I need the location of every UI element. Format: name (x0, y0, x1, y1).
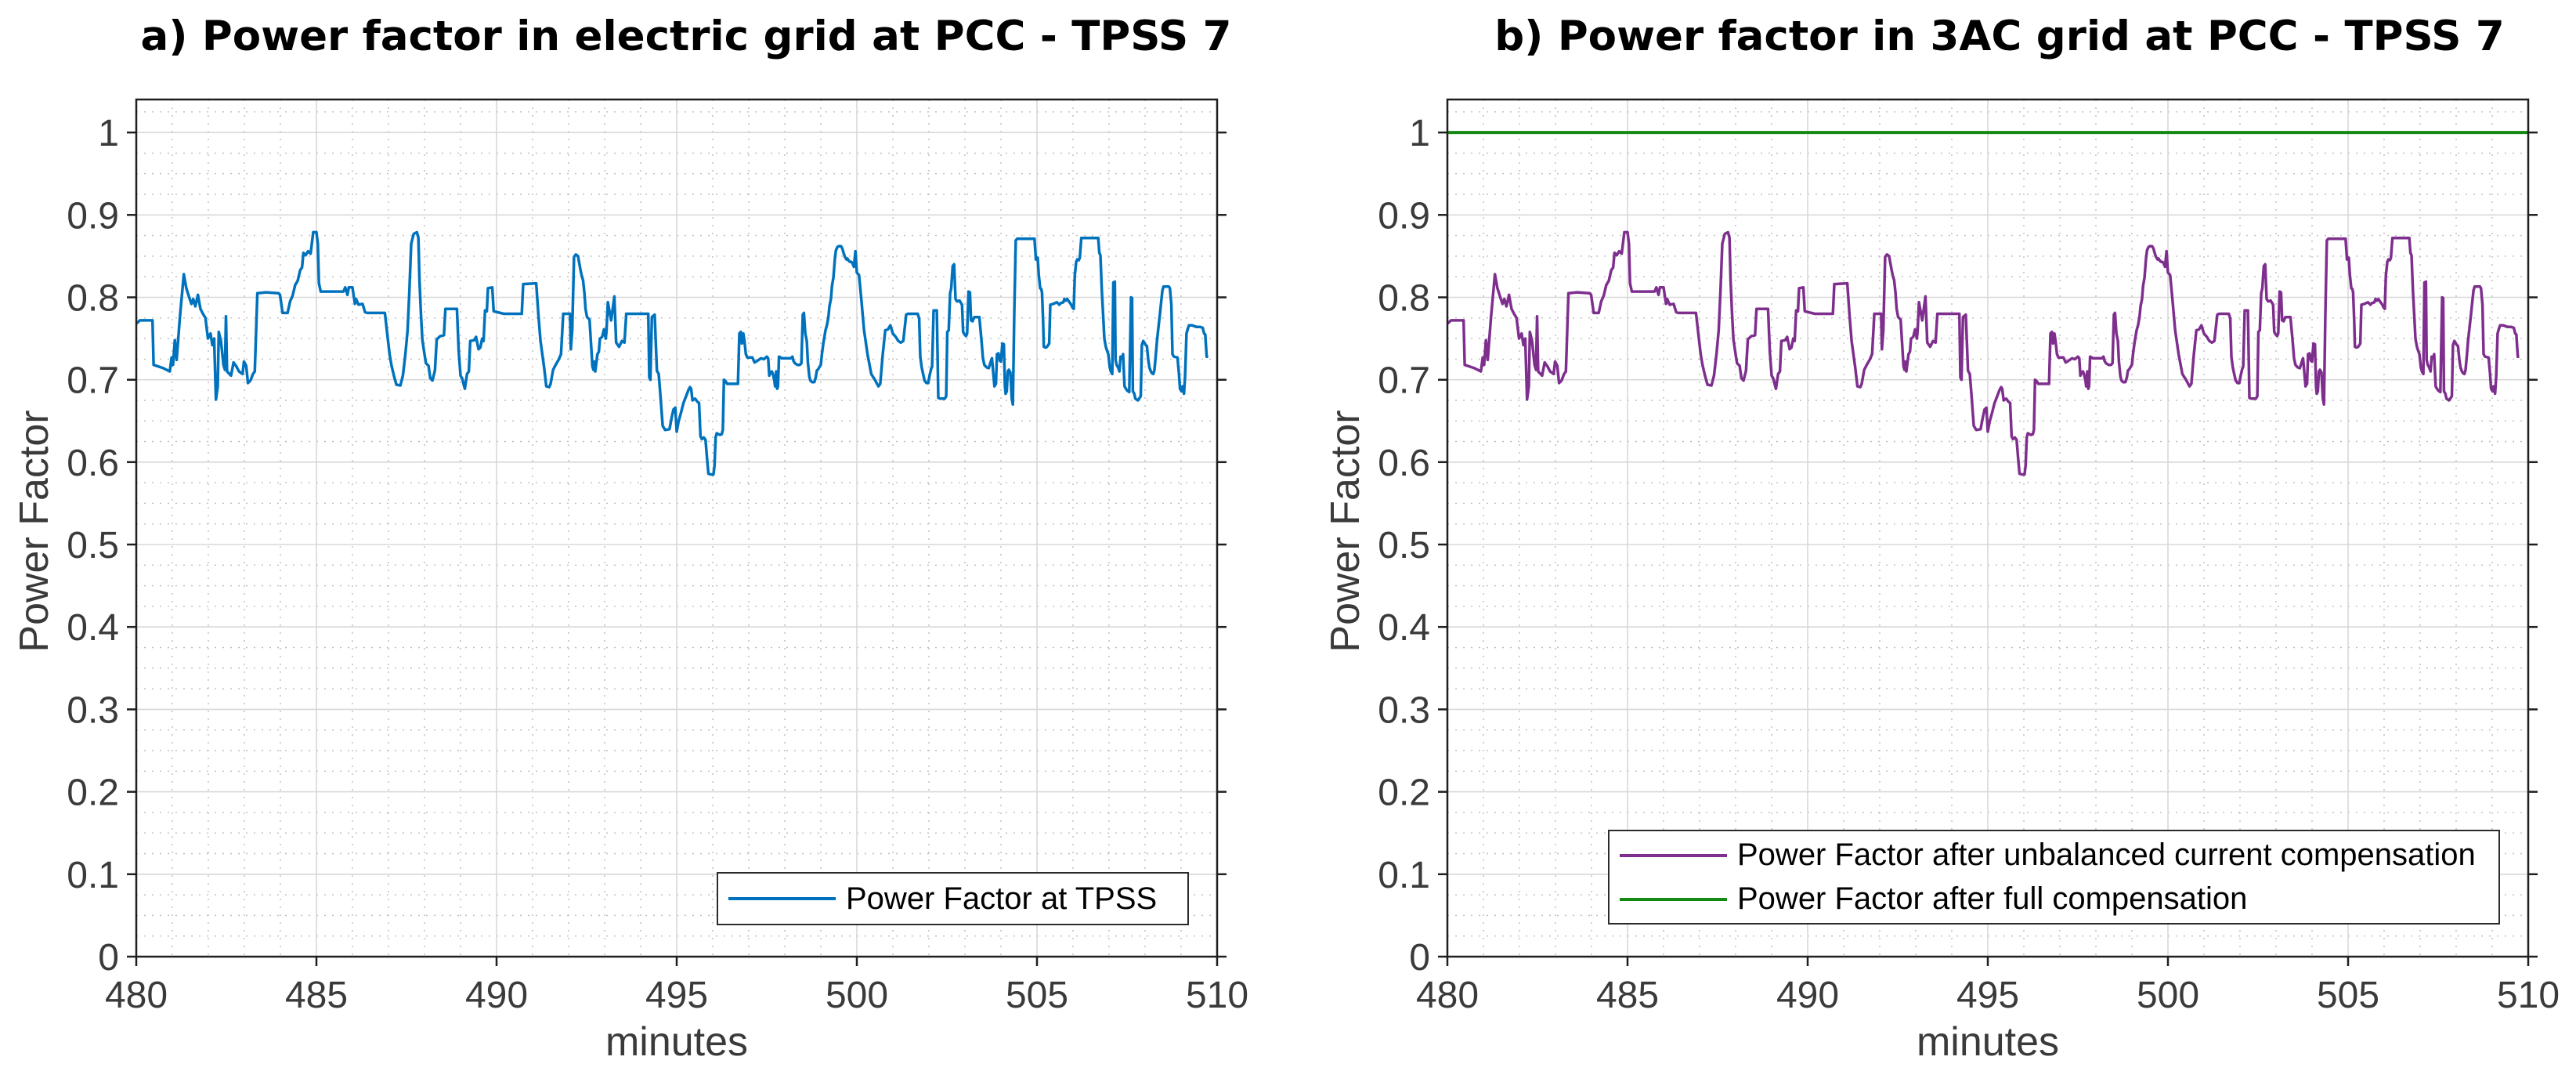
y-tick-label: 0.4 (1378, 607, 1430, 649)
y-tick-label: 0.9 (1378, 195, 1430, 237)
x-tick-label: 480 (105, 975, 168, 1016)
panel-a-yaxis-label: Power Factor (12, 410, 57, 653)
x-tick-label: 500 (2137, 975, 2199, 1016)
major-grid (1447, 100, 2529, 957)
legend-label: Power Factor after full compensation (1737, 881, 2248, 916)
tick-labels: 480 485 490 495 500 505 510 0 0.1 0.2 0.3 0.4 0.5 0.6… (67, 113, 1248, 1016)
x-tick-label: 505 (2317, 975, 2379, 1016)
x-tick-label: 500 (826, 975, 888, 1016)
y-tick-label: 0.5 (1378, 525, 1430, 566)
legend-row: Power Factor after unbalanced current co… (1610, 834, 2498, 878)
x-tick-label: 485 (285, 975, 348, 1016)
y-tick-label: 0.6 (67, 443, 119, 484)
y-tick-label: 0.3 (67, 689, 119, 731)
legend-row: Power Factor after full compensation (1610, 878, 2498, 921)
y-tick-label: 0.8 (67, 278, 119, 320)
y-tick-label: 0.9 (67, 195, 119, 237)
x-tick-label: 510 (1186, 975, 1248, 1016)
y-tick-label: 0.7 (67, 360, 119, 402)
tick-marks (1438, 131, 2538, 966)
legend-line-sample-purple (1620, 853, 1727, 857)
legend-label: Power Factor at TPSS (846, 881, 1158, 916)
y-tick-label: 1 (1409, 113, 1430, 154)
panel-a: 480 485 490 495 500 505 510 0 0.1 0.2 0.3 0.4 0.5 0.6… (67, 98, 1248, 1016)
x-tick-label: 490 (465, 975, 528, 1016)
x-tick-label: 495 (1956, 975, 2019, 1016)
x-tick-label: 480 (1416, 975, 1479, 1016)
tick-labels: 480 485 490 495 500 505 510 0 0.1 0.2 0.3 0.4 0.5 0.6… (1378, 113, 2560, 1016)
x-tick-label: 485 (1596, 975, 1659, 1016)
panel-b: 480 485 490 495 500 505 510 0 0.1 0.2 0.3 0.4 0.5 0.6… (1378, 98, 2560, 1016)
y-tick-label: 0.6 (1378, 443, 1430, 484)
y-tick-label: 0.2 (67, 773, 119, 814)
tick-marks (127, 131, 1227, 966)
legend-line-sample-blue (728, 897, 836, 900)
y-tick-label: 0.5 (67, 525, 119, 566)
panel-b-yaxis-label: Power Factor (1323, 410, 1368, 653)
y-tick-label: 0 (98, 937, 119, 979)
y-tick-label: 0.2 (1378, 773, 1430, 814)
y-tick-label: 1 (98, 113, 119, 154)
panel-a-xaxis-label: minutes (605, 1019, 749, 1065)
y-tick-label: 0.3 (1378, 689, 1430, 731)
y-tick-label: 0.4 (67, 607, 119, 649)
series-line-a-0 (136, 230, 1209, 476)
panel-b-legend: Power Factor after unbalanced current co… (1608, 830, 2500, 925)
x-tick-label: 510 (2497, 975, 2560, 1016)
y-tick-label: 0.1 (1378, 855, 1430, 896)
legend-line-sample-green (1620, 897, 1727, 901)
x-tick-label: 505 (1006, 975, 1068, 1016)
y-tick-label: 0.8 (1378, 278, 1430, 320)
y-tick-label: 0.1 (67, 855, 119, 896)
panel-b-title: b) Power factor in 3AC grid at PCC - TPS… (1494, 13, 2505, 60)
x-tick-label: 490 (1776, 975, 1839, 1016)
panel-a-title: a) Power factor in electric grid at PCC … (140, 13, 1232, 60)
major-grid (135, 100, 1218, 957)
panel-b-xaxis-label: minutes (1916, 1019, 2060, 1065)
series-line-b-0 (1447, 230, 2520, 476)
x-tick-label: 495 (645, 975, 708, 1016)
legend-label: Power Factor after unbalanced current co… (1737, 838, 2476, 872)
legend-row: Power Factor at TPSS (718, 877, 1187, 921)
y-tick-label: 0 (1409, 937, 1430, 979)
y-tick-label: 0.7 (1378, 360, 1430, 402)
panel-a-legend: Power Factor at TPSS (717, 872, 1189, 925)
